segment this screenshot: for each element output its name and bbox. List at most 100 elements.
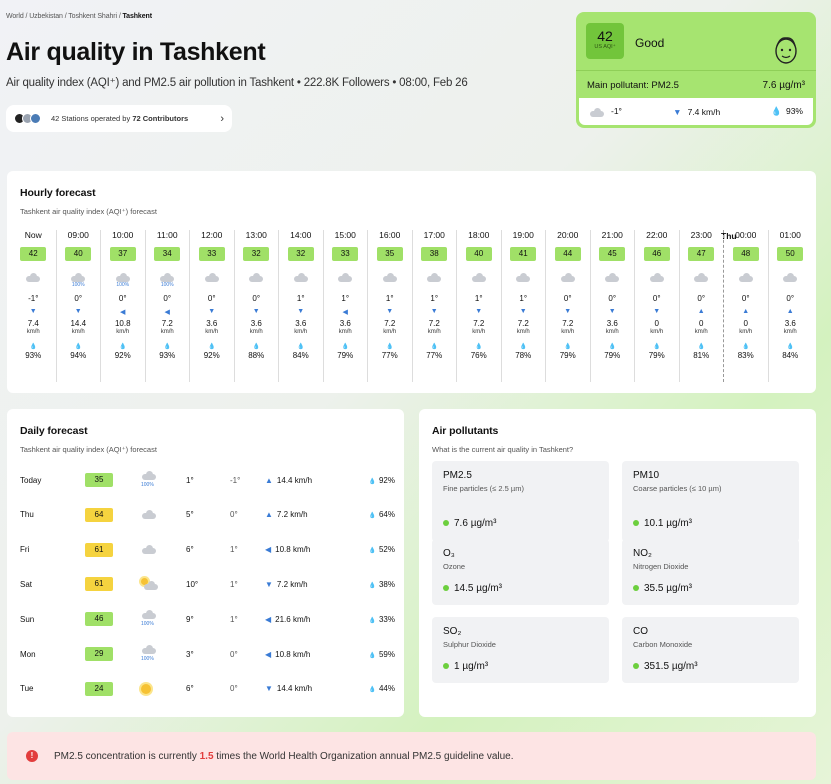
humidity-drop-icon: 💧 <box>368 687 376 694</box>
hour-humidity: 79% <box>604 351 621 360</box>
rain-chance <box>190 282 234 289</box>
hour-time: 13:00 <box>245 230 267 240</box>
humidity-drop-icon: 💧 <box>297 344 305 350</box>
daily-row[interactable]: Sun 46 100% 9° 1° ◀ 21.6 km/h 💧 33% <box>20 609 395 629</box>
pollutant-value: 351.5 µg/m³ <box>633 661 698 672</box>
hour-column[interactable]: 00:00 48 0° ▲ 0 km/h 💧 83% <box>723 230 768 382</box>
pollutant-card[interactable]: CO Carbon Monoxide 351.5 µg/m³ <box>622 617 799 683</box>
hour-temp: 0° <box>697 294 706 303</box>
cloud-icon <box>141 645 157 654</box>
pollutant-card[interactable]: NO₂ Nitrogen Dioxide 35.5 µg/m³ <box>622 539 799 605</box>
cloud-icon <box>115 273 131 282</box>
rain-chance <box>546 282 590 289</box>
status-dot-icon <box>633 663 639 670</box>
day-name: Today <box>20 475 42 485</box>
hour-column[interactable]: 22:00 46 0° ▼ 0 km/h 💧 79% <box>634 230 679 382</box>
day-wind: ◀ 10.8 km/h <box>265 545 311 555</box>
daily-row[interactable]: Tue 24 6° 0° ▼ 14.4 km/h 💧 44% <box>20 679 395 699</box>
wind-arrow-icon: ▼ <box>208 308 216 315</box>
daily-forecast-panel: Daily forecast Tashkent air quality inde… <box>7 409 404 717</box>
hour-column[interactable]: 21:00 45 0° ▼ 3.6 km/h 💧 79% <box>589 230 635 382</box>
wind-arrow-icon: ▼ <box>29 308 37 315</box>
hour-aqi: 41 <box>510 247 537 261</box>
hour-column[interactable]: 15:00 33 1° ◀ 3.6 km/h 💧 79% <box>322 230 368 382</box>
cloud-icon <box>70 273 86 282</box>
cloud-icon <box>426 273 442 282</box>
hour-column[interactable]: 18:00 40 1° ▼ 7.2 km/h 💧 76% <box>456 230 501 382</box>
pollutant-card[interactable]: SO₂ Sulphur Dioxide 1 µg/m³ <box>432 617 609 683</box>
hour-column[interactable]: 11:00 34 100% 0° ◀ 7.2 km/h 💧 93% <box>144 230 190 382</box>
humidity-drop-icon: 💧 <box>786 344 794 350</box>
day-low-temp: 0° <box>230 649 238 659</box>
wind-arrow-icon: ◀ <box>342 309 348 316</box>
hour-column[interactable]: 16:00 35 1° ▼ 7.2 km/h 💧 77% <box>367 230 412 382</box>
rain-chance <box>680 282 724 289</box>
stations-button[interactable]: 42 Stations operated by 72 Contributors … <box>6 105 232 132</box>
hour-column[interactable]: 23:00 47 0° ▲ 0 km/h 💧 81% <box>678 230 724 382</box>
wind-arrow-icon: ▼ <box>519 308 527 315</box>
cloud-icon <box>589 107 605 117</box>
hour-humidity: 88% <box>248 351 265 360</box>
breadcrumb-region[interactable]: Toshkent Shahri <box>68 13 117 20</box>
cloud-icon <box>560 273 576 282</box>
hour-column[interactable]: 17:00 38 1° ▼ 7.2 km/h 💧 77% <box>411 230 457 382</box>
daily-row[interactable]: Sat 61 10° 1° ▼ 7.2 km/h 💧 38% <box>20 574 395 594</box>
breadcrumb-world[interactable]: World <box>6 13 24 20</box>
hour-humidity: 94% <box>70 351 87 360</box>
daily-row[interactable]: Fri 61 6° 1° ◀ 10.8 km/h 💧 52% <box>20 540 395 560</box>
day-name: Sun <box>20 614 35 624</box>
hour-column[interactable]: 13:00 32 0° ▼ 3.6 km/h 💧 88% <box>233 230 279 382</box>
day-aqi: 35 <box>85 473 113 487</box>
humidity-drop-icon: 💧 <box>608 344 616 350</box>
day-name: Thu <box>20 510 34 520</box>
cloud-icon <box>141 610 157 620</box>
day-wind: ▲ 14.4 km/h <box>265 475 313 485</box>
cloud-icon <box>293 273 309 282</box>
rain-chance <box>11 282 56 289</box>
hour-column[interactable]: 01:00 50 0° ▲ 3.6 km/h 💧 84% <box>767 230 813 382</box>
hour-humidity: 76% <box>470 351 487 360</box>
hour-column[interactable]: 09:00 40 100% 0° ▼ 14.4 km/h 💧 94% <box>55 230 101 382</box>
hour-time: 09:00 <box>67 230 89 240</box>
hour-column[interactable]: 10:00 37 100% 0° ◀ 10.8 km/h 💧 92% <box>100 230 145 382</box>
day-humidity: 💧 59% <box>368 649 396 659</box>
hour-column[interactable]: 20:00 44 0° ▼ 7.2 km/h 💧 79% <box>545 230 590 382</box>
wind-arrow-icon: ▼ <box>564 308 572 315</box>
hour-column[interactable]: 12:00 33 0° ▼ 3.6 km/h 💧 92% <box>189 230 234 382</box>
hour-time: 19:00 <box>512 230 534 240</box>
hour-column[interactable]: 14:00 32 1° ▼ 3.6 km/h 💧 84% <box>278 230 323 382</box>
pollutant-description: Carbon Monoxide <box>633 640 693 649</box>
humidity-drop-icon: 💧 <box>697 344 705 350</box>
who-guideline-alert: ! PM2.5 concentration is currently 1.5 t… <box>7 732 816 780</box>
hour-aqi: 47 <box>688 247 715 261</box>
hour-temp: 0° <box>652 294 661 303</box>
hour-wind: 14.4 km/h <box>70 319 87 335</box>
day-aqi: 46 <box>85 612 113 627</box>
day-wind: ▼ 14.4 km/h <box>265 684 313 694</box>
hour-time: Now <box>24 230 42 240</box>
wind-arrow-icon: ▲ <box>742 308 750 315</box>
humidity-drop-icon: 💧 <box>163 344 171 350</box>
daily-row[interactable]: Thu 64 5° 0° ▲ 7.2 km/h 💧 64% <box>20 505 395 525</box>
breadcrumb-country[interactable]: Uzbekistan <box>29 13 63 20</box>
wind-arrow-icon: ◀ <box>164 309 170 316</box>
pollutant-description: Fine particles (≤ 2.5 µm) <box>443 484 524 493</box>
hour-column[interactable]: Now 42 -1° ▼ 7.4 km/h 💧 93% <box>11 230 56 382</box>
day-low-temp: 0° <box>230 510 238 520</box>
hour-wind: 0 km/h <box>739 319 753 335</box>
humidity-drop-icon: 💧 <box>564 344 572 350</box>
daily-row[interactable]: Today 35 100% 1° -1° ▲ 14.4 km/h 💧 92% <box>20 470 395 490</box>
weather-humidity: 💧 93% <box>771 106 803 116</box>
pollutant-card[interactable]: O₃ Ozone 14.5 µg/m³ <box>432 539 609 605</box>
hourly-grid[interactable]: Now 42 -1° ▼ 7.4 km/h 💧 93% 09:00 40 100% 0° ▼ 14.4 km… <box>11 230 812 382</box>
hour-wind: 10.8 km/h <box>114 319 131 335</box>
rain-chance: 100% <box>141 621 154 628</box>
pollutant-name: O₃ <box>443 548 455 559</box>
daily-row[interactable]: Mon 29 100% 3° 0° ◀ 10.8 km/h 💧 59% <box>20 644 395 664</box>
pollutant-card[interactable]: PM2.5 Fine particles (≤ 2.5 µm) 7.6 µg/m³ <box>432 461 609 542</box>
day-low-temp: 1° <box>230 579 238 589</box>
humidity-drop-icon: 💧 <box>368 582 376 589</box>
hour-column[interactable]: 19:00 41 1° ▼ 7.2 km/h 💧 78% <box>500 230 546 382</box>
pollutant-card[interactable]: PM10 Coarse particles (≤ 10 µm) 10.1 µg/m³ <box>622 461 799 542</box>
hour-wind: 7.2 km/h <box>561 319 575 335</box>
